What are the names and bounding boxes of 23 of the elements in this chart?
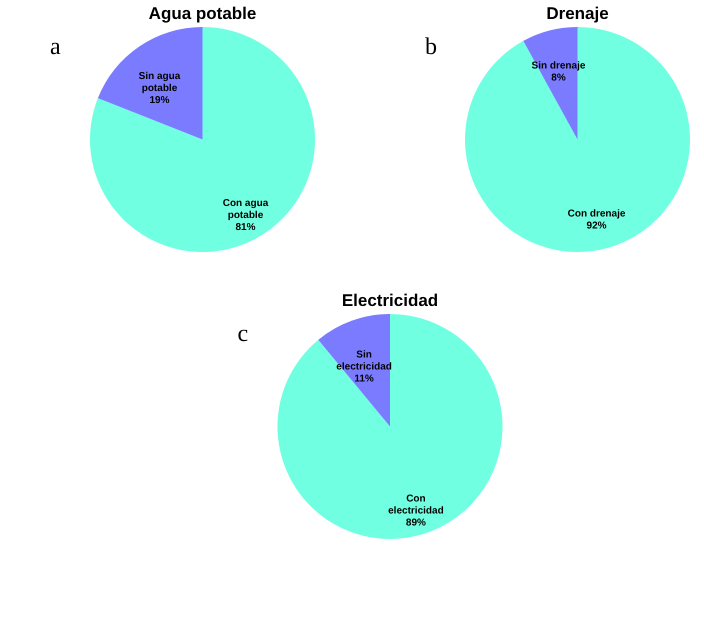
data-label: 92% xyxy=(586,220,607,232)
pie-slice xyxy=(98,27,202,140)
data-label: 8% xyxy=(551,72,566,84)
data-label: 11% xyxy=(354,374,374,385)
pie-slice xyxy=(318,314,390,426)
pie-slice xyxy=(90,27,315,252)
slice-label: Con agua potable xyxy=(222,198,269,221)
chart-title: Electricidad xyxy=(342,291,438,310)
slice-label: Sin agua potable xyxy=(138,71,181,94)
slice-label: Con drenaje xyxy=(568,208,626,220)
text: a xyxy=(50,34,61,60)
text: c xyxy=(238,321,248,347)
slice-label: Sin drenaje xyxy=(532,60,586,72)
data-label: 81% xyxy=(235,222,256,233)
chart-title: Agua potable xyxy=(148,4,256,23)
text: b xyxy=(425,34,437,60)
pie-slice xyxy=(465,27,690,252)
chart-title: Drenaje xyxy=(546,4,609,23)
pie-slice xyxy=(278,314,502,539)
slice-label: Sin electricidad xyxy=(336,350,392,373)
data-label: 89% xyxy=(406,517,426,528)
slice-label: Con electricidad xyxy=(388,493,444,516)
data-label: 19% xyxy=(149,95,170,106)
